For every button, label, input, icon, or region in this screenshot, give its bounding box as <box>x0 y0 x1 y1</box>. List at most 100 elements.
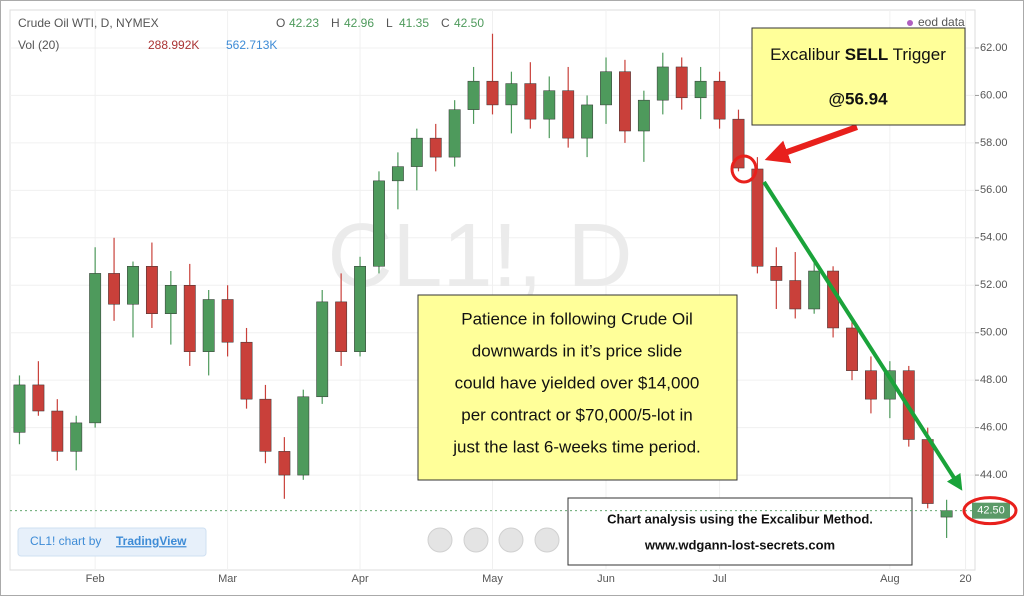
candle-body <box>13 384 26 433</box>
y-tick-label: 56.00 <box>980 184 1008 196</box>
candle-body <box>543 90 556 120</box>
candle-body <box>202 299 215 352</box>
x-tick-label: Jul <box>713 573 727 585</box>
method-url: www.wdgann-lost-secrets.com <box>644 537 835 552</box>
green-arrow <box>762 180 963 491</box>
candle-body <box>373 180 385 267</box>
nav-buttons <box>427 527 560 553</box>
candle-body <box>221 299 234 343</box>
candle-body <box>467 80 480 110</box>
source-dot <box>907 20 913 26</box>
chart-title: Crude Oil WTI, D, NYMEX <box>18 16 159 30</box>
candle-body <box>600 71 612 106</box>
candle-body <box>297 396 310 476</box>
candle-body <box>108 273 120 305</box>
last-price-tag <box>972 502 1010 519</box>
last-price-circle <box>962 496 1018 526</box>
candle-body <box>335 301 348 352</box>
trigger-text-part: Trigger <box>888 45 946 64</box>
x-tick-label: 20 <box>959 573 971 585</box>
zoom-out[interactable] <box>463 527 489 553</box>
candle-body <box>316 301 329 398</box>
candle-body <box>448 109 461 158</box>
note-line: downwards in it’s price slide <box>472 341 682 360</box>
x-tick-label: Feb <box>86 573 105 585</box>
candle-body <box>656 66 669 101</box>
candle-body <box>164 285 177 314</box>
method-box <box>567 497 913 566</box>
credit-text: CL1! chart by <box>30 534 101 548</box>
candle-body <box>940 510 953 518</box>
y-tick-label: 58.00 <box>980 137 1008 149</box>
credit-link[interactable]: TradingView <box>116 534 187 548</box>
trigger-text: Excalibur SELL Trigger <box>770 45 946 64</box>
ohlc-value: 42.50 <box>454 16 484 30</box>
candle-body <box>183 285 196 352</box>
red-arrow <box>764 124 859 164</box>
candle-body <box>846 327 858 371</box>
y-tick-label: 54.00 <box>980 232 1008 244</box>
candle-body <box>921 439 934 504</box>
note-line: could have yielded over $14,000 <box>455 373 700 392</box>
trigger-text-sell: SELL <box>845 45 888 64</box>
ohlc-value: 42.23 <box>289 16 319 30</box>
ohlc-value: 41.35 <box>399 16 429 30</box>
reset[interactable] <box>498 527 524 553</box>
candle-body <box>619 71 631 132</box>
candle-body <box>770 266 783 281</box>
candle-body <box>694 80 707 99</box>
zoom-in[interactable] <box>534 527 560 553</box>
candle-body <box>751 168 764 267</box>
candle-body <box>70 422 83 452</box>
candle-body <box>429 137 442 158</box>
candle-body <box>145 266 158 314</box>
candle-body <box>89 273 102 424</box>
ohlc-key: H <box>331 16 340 30</box>
candle-body <box>732 118 745 169</box>
trigger-price: @56.94 <box>828 89 888 108</box>
candle-body <box>127 266 139 305</box>
candle-body <box>391 166 404 182</box>
volume-label: Vol (20) <box>18 38 59 52</box>
candle-body <box>51 410 64 452</box>
candle-body <box>865 370 877 400</box>
candle-body <box>675 66 688 99</box>
candle-body <box>637 99 650 132</box>
nav-left[interactable] <box>427 527 453 553</box>
x-tick-label: Apr <box>351 573 368 585</box>
candle-body <box>259 398 272 452</box>
y-tick-label: 62.00 <box>980 42 1008 54</box>
x-tick-label: Aug <box>880 573 900 585</box>
x-tick-label: Mar <box>218 573 237 585</box>
candle-body <box>486 80 499 106</box>
volume-value: 288.992K <box>148 38 199 52</box>
x-tick-label: Jun <box>597 573 615 585</box>
y-tick-label: 60.00 <box>980 89 1008 101</box>
candle-body <box>278 451 291 476</box>
candle-body <box>581 104 594 139</box>
candle-body <box>562 90 575 139</box>
candle-body <box>354 266 366 352</box>
ohlc-value: 42.96 <box>344 16 374 30</box>
ohlc-key: O <box>276 16 285 30</box>
candle-body <box>827 270 840 329</box>
data-source: eod data <box>918 15 965 29</box>
x-tick-label: May <box>482 573 503 585</box>
volume-average: 562.713K <box>226 38 277 52</box>
y-tick-label: 48.00 <box>980 374 1008 386</box>
note-line: Patience in following Crude Oil <box>461 309 693 328</box>
trigger-box <box>751 27 966 126</box>
note-box <box>417 294 738 481</box>
credit-badge <box>17 527 207 557</box>
y-tick-label: 50.00 <box>980 327 1008 339</box>
y-tick-label: 52.00 <box>980 279 1008 291</box>
ohlc-key: C <box>441 16 450 30</box>
y-tick-label: 46.00 <box>980 422 1008 434</box>
candle-body <box>524 83 537 120</box>
candle-body <box>410 137 423 167</box>
note-line: per contract or $70,000/5-lot in <box>461 405 693 424</box>
candle-body <box>505 83 518 106</box>
method-text: Chart analysis using the Excalibur Metho… <box>607 511 873 526</box>
y-tick-label: 44.00 <box>980 469 1008 481</box>
